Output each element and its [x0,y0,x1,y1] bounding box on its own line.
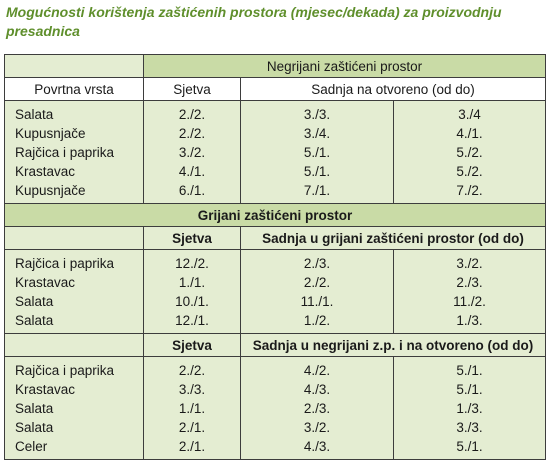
cell-text: 5./2. [456,145,483,160]
section2-heading-row: Grijani zaštićeni prostor [4,203,546,227]
cell-text: 3./3. [303,107,331,122]
section3-column-header-row: Sjetva Sadnja u negrijani z.p. i na otvo… [4,333,546,357]
cell-text: 1./3. [456,401,483,416]
cell-text: Rajčica i paprika [15,145,115,160]
cell-text: 2./1. [178,439,206,454]
cell-text: 5./1. [303,145,331,160]
cell-text: Kupusnjače [15,183,86,198]
cell-text: 3./3. [456,420,483,435]
cell-text: 4./3. [303,382,331,397]
cell-text: Krastavac [15,275,76,290]
section1-heading-row: Negrijani zaštićeni prostor [4,54,546,78]
cell-text: 11./2. [453,294,486,309]
cell-text: 4./3. [303,439,331,454]
document-title: Mogućnosti korištenja zaštićenih prostor… [6,4,502,39]
section1-vrsta-cell: Salata Kupusnjače Rajčica i paprika Kras… [4,100,144,204]
section3-od-cell: 4./2. 4./3. 2./3. 3./2. 4./3. [240,356,394,460]
col-povrtna-vrsta: Povrtna vrsta [4,77,144,101]
cell-text: 2./3. [303,401,331,416]
cell-text: 5./1. [303,164,331,179]
col-sjetva: Sjetva [143,333,241,357]
col-sadnja-otvoreno: Sadnja na otvoreno (od do) [240,77,546,101]
cell-text: 7./1. [303,183,331,198]
cell-text: 4./2. [303,363,331,378]
cell-text: Salata [15,420,54,435]
section2-sjetva-cell: 12./2. 1./1. 10./1. 12./1. [143,249,241,334]
section1-heading: Negrijani zaštićeni prostor [143,54,546,78]
cell-text: 1./3. [456,313,483,328]
cell-text: 2./2. [178,363,206,378]
section2-data-row: Rajčica i paprika Krastavac Salata Salat… [4,249,546,334]
section3-vrsta-cell: Rajčica i paprika Krastavac Salata Salat… [4,356,144,460]
cell-text: 5./1. [456,439,483,454]
section1-sjetva-cell: 2./2. 2./2. 3./2. 4./1. 6./1. [143,100,241,204]
cell-text: 7./2. [456,183,483,198]
cell-text: 1./1. [178,275,206,290]
cell-text: Celer [15,439,48,454]
cell-text: 12./1. [175,313,209,328]
cell-text: 2./2. [178,126,206,141]
section3-data-row: Rajčica i paprika Krastavac Salata Salat… [4,356,546,460]
section2-do-cell: 3./2. 2./3. 11./2. 1./3. [393,249,546,334]
seedling-table: Negrijani zaštićeni prostor Povrtna vrst… [4,54,546,460]
cell-text: 1./1. [178,401,206,416]
col-sadnja-grijani: Sadnja u grijani zaštićeni prostor (od d… [240,226,546,250]
col-sjetva: Sjetva [143,226,241,250]
section2-column-header-row: Sjetva Sadnja u grijani zaštićeni prosto… [4,226,546,250]
cell-text: Salata [15,401,54,416]
cell-text: 3./3. [178,382,206,397]
cell-text: 3./4 [458,107,481,122]
cell-text: 3./2. [303,420,331,435]
cell-text: Kupusnjače [15,126,86,141]
cell-text: 5./1. [456,363,483,378]
section3-sjetva-cell: 2./2. 3./3. 1./1. 2./1. 2./1. [143,356,241,460]
section1-od-cell: 3./3. 3./4. 5./1. 5./1. 7./1. [240,100,394,204]
cell-text: 5./1. [456,382,483,397]
cell-text: 2./2. [303,275,331,290]
cell-text: Krastavac [15,164,76,179]
section2-heading: Grijani zaštićeni prostor [4,203,546,227]
section2-vrsta-cell: Rajčica i paprika Krastavac Salata Salat… [4,249,144,334]
cell-text: 12./2. [175,256,209,271]
cell-text: 3./2. [178,145,206,160]
cell-text: 10./1. [175,294,209,309]
section3-do-cell: 5./1. 5./1. 1./3. 3./3. 5./1. [393,356,546,460]
cell-text: Rajčica i paprika [15,363,115,378]
cell-text: 2./1. [178,420,206,435]
cell-text: 3./2. [456,256,483,271]
section1-column-header-row: Povrtna vrsta Sjetva Sadnja na otvoreno … [4,77,546,101]
cell-text: Rajčica i paprika [15,256,115,271]
cell-text: 3./4. [303,126,331,141]
cell-text: 2./3. [456,275,483,290]
cell-text: 2./3. [303,256,331,271]
cell-text: 5./2. [456,164,483,179]
cell-text: 6./1. [178,183,206,198]
cell-text: 1./2. [303,313,331,328]
cell-text: 4./1. [456,126,483,141]
cell-text: Salata [15,107,54,122]
cell-text: Salata [15,294,54,309]
col-sjetva: Sjetva [143,77,241,101]
cell-text: Krastavac [15,382,76,397]
cell-text: 11./1. [300,294,334,309]
cell-text: 2./2. [178,107,206,122]
cell-text: 4./1. [178,164,206,179]
section2-od-cell: 2./3. 2./2. 11./1. 1./2. [240,249,394,334]
section1-do-cell: 3./4 4./1. 5./2. 5./2. 7./2. [393,100,546,204]
cell-text: Salata [15,313,54,328]
section1-data-row: Salata Kupusnjače Rajčica i paprika Kras… [4,100,546,204]
col-sadnja-negrijani: Sadnja u negrijani z.p. i na otvoreno (o… [240,333,546,357]
